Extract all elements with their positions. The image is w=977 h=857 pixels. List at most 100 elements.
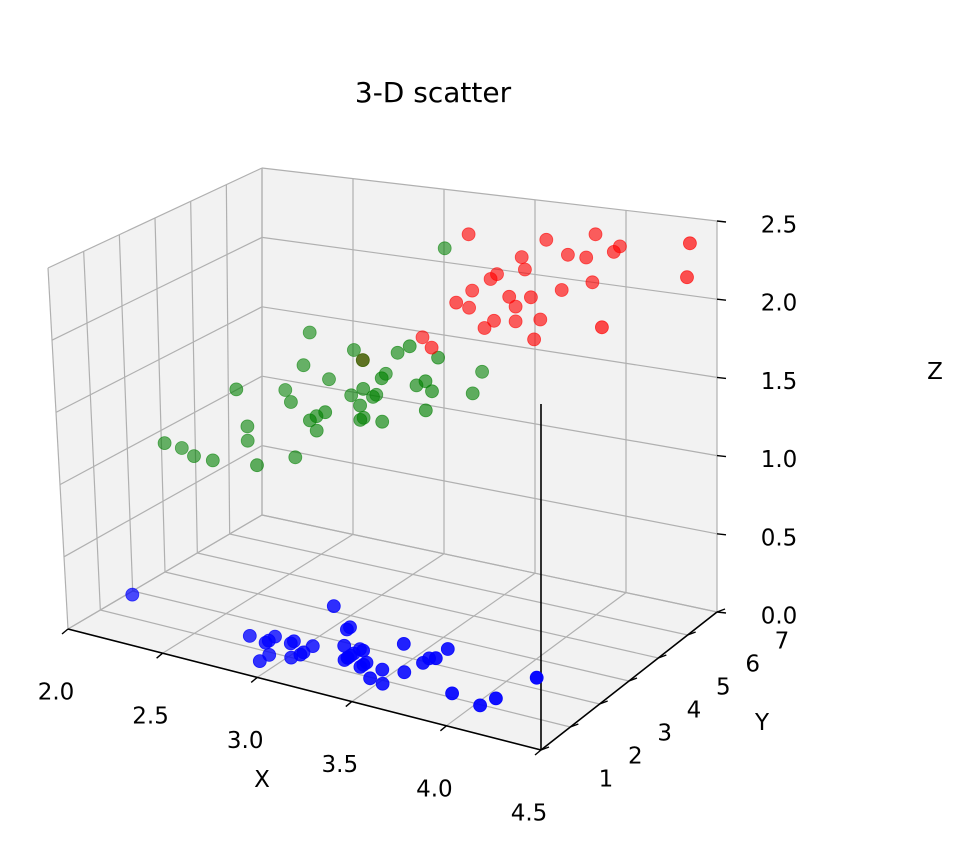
scatter-point (473, 698, 488, 713)
z-tick-mark (716, 220, 727, 223)
scatter-point (344, 388, 359, 403)
scatter-point (356, 643, 371, 658)
scatter-point (283, 395, 298, 409)
scatter-point (683, 236, 697, 251)
grid-line (154, 217, 166, 573)
scatter-point (428, 651, 443, 666)
scatter-point (174, 441, 189, 455)
x-tick-mark (61, 628, 69, 635)
scatter-point (296, 358, 311, 373)
back-pane (262, 168, 717, 612)
scatter-point (518, 262, 532, 277)
axis-panes (48, 168, 717, 750)
scatter-point (157, 436, 172, 451)
x-axis-line (67, 628, 542, 751)
scatter-point (585, 275, 600, 290)
scatter-point (250, 458, 264, 473)
scatter-point (524, 290, 538, 305)
y-tick-label: 2 (628, 744, 643, 770)
x-tick-label: 2.5 (132, 704, 169, 730)
y-tick-label: 6 (745, 652, 760, 678)
scatter-point (356, 381, 371, 396)
scatter-point (258, 635, 273, 650)
x-tick-label: 2.0 (38, 680, 75, 706)
scatter-point (339, 622, 354, 637)
scatter-point (337, 653, 352, 667)
grid-line (100, 609, 571, 728)
x-tick-mark (345, 701, 353, 708)
floor-pane (68, 515, 717, 750)
grid-line (59, 375, 263, 486)
scatter-point (375, 414, 390, 429)
y-tick-mark (599, 700, 608, 705)
scatter-point (293, 647, 308, 662)
scatter-point (302, 413, 317, 428)
scatter-point (539, 232, 554, 247)
scatter-point (588, 227, 603, 242)
y-axis-label: Y (754, 710, 770, 736)
z-tick-label: 1.5 (761, 369, 798, 395)
z-tick-mark (716, 533, 727, 536)
scatter-point (396, 637, 411, 651)
z-tick-mark (716, 611, 727, 614)
scatter-point (465, 386, 480, 401)
scatter-point (418, 403, 433, 418)
scatter-point (125, 587, 140, 602)
scatter-point (355, 353, 370, 368)
scatter-point (487, 313, 501, 328)
x-tick-label: 3.0 (227, 728, 264, 754)
x-tick-mark (156, 652, 164, 659)
grid-line (225, 184, 231, 535)
y-tick-label: 1 (599, 767, 614, 793)
scatter-point (242, 629, 257, 643)
scatter-point (561, 247, 575, 262)
scatter-point (240, 419, 255, 434)
scatter-point (418, 374, 433, 389)
grid-line (51, 236, 263, 341)
scatter-point (302, 325, 317, 340)
y-tick-mark (540, 746, 550, 751)
chart-title: 3-D scatter (355, 76, 512, 109)
data-points (125, 227, 697, 713)
grid-line (47, 167, 263, 269)
scatter-point (461, 227, 476, 242)
scatter-point (375, 662, 390, 677)
scatter-point (337, 638, 352, 653)
grid-line (190, 201, 198, 554)
scatter-point (462, 300, 477, 315)
scatter-point (366, 389, 380, 404)
scatter-point (353, 660, 368, 674)
z-tick-label: 1.0 (761, 447, 798, 473)
scatter-point (440, 642, 455, 656)
scatter-point (477, 321, 492, 335)
scatter-point (431, 350, 446, 365)
x-tick-label: 3.5 (322, 752, 359, 778)
scatter-point (529, 670, 544, 685)
scatter-point (252, 654, 267, 668)
left-pane (48, 168, 262, 629)
z-tick-label: 2.5 (761, 213, 798, 239)
y-tick-label: 7 (775, 629, 790, 655)
grid-line (261, 514, 718, 613)
x-tick-mark (250, 676, 258, 683)
z-tick-mark (716, 376, 727, 380)
scatter-point (390, 345, 405, 360)
scatter-point (606, 244, 621, 259)
grid-line (63, 445, 263, 558)
scatter-point (680, 270, 694, 285)
scatter-point (187, 449, 201, 464)
grid-line (47, 267, 69, 630)
scatter-point (425, 384, 439, 399)
grid-line (118, 234, 134, 592)
scatter-point (346, 343, 361, 357)
scatter-point (363, 671, 378, 686)
scatter-point (437, 241, 452, 256)
scatter-point (595, 320, 609, 335)
scatter-point (527, 332, 541, 347)
y-tick-mark (570, 723, 579, 728)
scatter-point (205, 453, 220, 468)
z-axis-label: Z (927, 359, 943, 385)
scatter-point (397, 665, 412, 680)
